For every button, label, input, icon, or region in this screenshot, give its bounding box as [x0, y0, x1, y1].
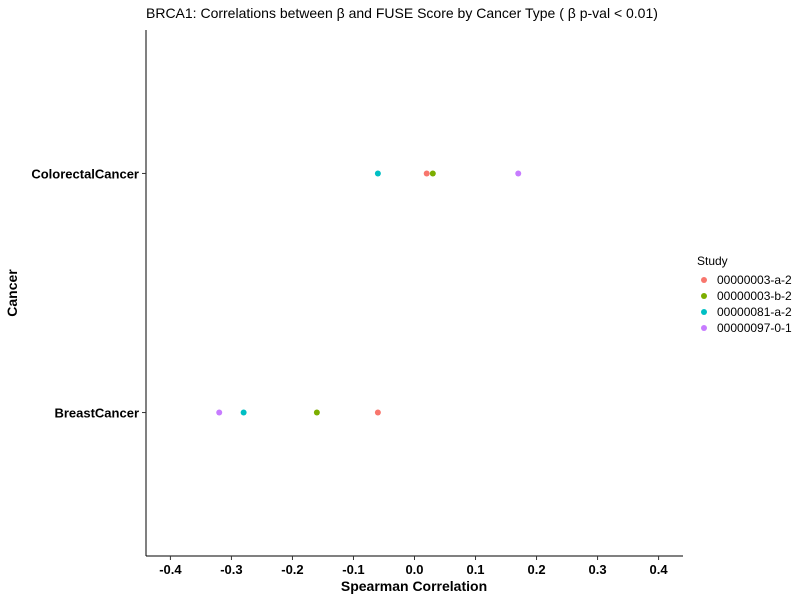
data-point — [240, 409, 247, 416]
y-tick-label: BreastCancer — [54, 406, 139, 421]
legend-label: 00000081-a-2 — [717, 305, 792, 319]
legend-title: Study — [697, 254, 728, 268]
x-tick-label: -0.3 — [220, 562, 242, 577]
legend-key — [701, 325, 707, 331]
x-tick-label: -0.1 — [342, 562, 364, 577]
data-point — [429, 170, 436, 177]
x-tick-label: 0.4 — [650, 562, 669, 577]
x-tick-label: 0.3 — [589, 562, 607, 577]
y-ticks: BreastCancer ColorectalCancer — [31, 166, 146, 421]
x-tick-label: 0.0 — [405, 562, 423, 577]
y-tick-label: ColorectalCancer — [31, 166, 139, 181]
x-ticks: -0.4 -0.3 -0.2 -0.1 0.0 0.1 0.2 0.3 0.4 — [159, 556, 668, 577]
data-point — [374, 409, 381, 416]
data-points — [216, 170, 522, 416]
data-point — [216, 409, 223, 416]
legend-label: 00000003-b-2 — [717, 289, 792, 303]
data-point — [374, 170, 381, 177]
legend-key — [701, 309, 707, 315]
legend-key — [701, 277, 707, 283]
data-point — [423, 170, 430, 177]
x-tick-label: 0.2 — [528, 562, 546, 577]
x-tick-label: -0.2 — [281, 562, 303, 577]
legend-key — [701, 293, 707, 299]
x-tick-label: -0.4 — [159, 562, 182, 577]
legend: Study 00000003-a-2 00000003-b-2 00000081-a… — [697, 254, 792, 335]
x-axis-title: Spearman Correlation — [341, 578, 487, 594]
chart-title: BRCA1: Correlations between β and FUSE S… — [146, 5, 658, 21]
y-axis-title: Cancer — [4, 269, 20, 317]
legend-label: 00000003-a-2 — [717, 273, 792, 287]
data-point — [313, 409, 320, 416]
x-tick-label: 0.1 — [466, 562, 484, 577]
legend-label: 00000097-0-1 — [717, 321, 792, 335]
data-point — [515, 170, 522, 177]
